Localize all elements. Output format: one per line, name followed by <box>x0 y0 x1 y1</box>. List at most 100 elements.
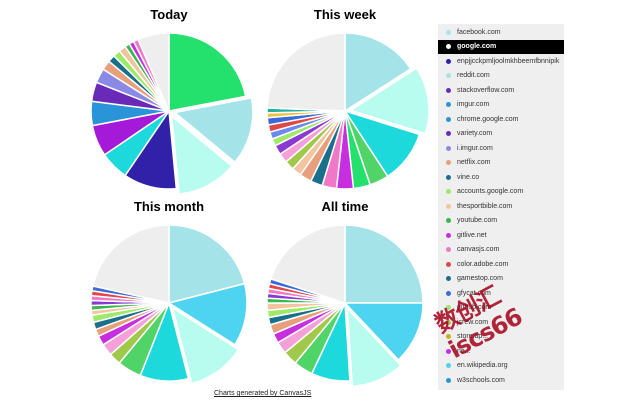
chart-this-week: This week <box>260 7 430 198</box>
legend-item[interactable]: facebook.com <box>438 25 564 40</box>
pie-slice[interactable] <box>91 224 170 304</box>
pie-slice[interactable] <box>266 32 346 112</box>
legend-item[interactable]: gamestop.com <box>438 272 564 287</box>
pie-slice[interactable] <box>349 67 430 135</box>
legend-color-dot <box>446 319 451 325</box>
legend-label: thesportbible.com <box>457 202 513 210</box>
legend-item[interactable]: chrome.google.com <box>438 112 564 127</box>
legend-label: netflix.com <box>457 159 491 167</box>
legend-item[interactable]: i.imgur.com <box>438 141 564 156</box>
legend-color-dot <box>446 102 451 108</box>
legend-color-dot <box>446 29 451 35</box>
legend-label: gamestop.com <box>457 275 503 283</box>
legend-label: youtube.com <box>457 217 498 225</box>
legend-color-dot <box>446 73 451 79</box>
legend-label: enpjjcckpmljoolmkhbeemfbnnipik <box>457 57 560 65</box>
legend-item[interactable]: imgur.com <box>438 98 564 113</box>
legend-color-dot <box>446 348 451 354</box>
pie-slice[interactable] <box>170 114 233 195</box>
legend-label: canvasjs.com <box>457 246 500 254</box>
pie-slice[interactable] <box>173 96 254 164</box>
pie-slice[interactable] <box>346 306 402 388</box>
legend-item[interactable]: gfycat.com <box>438 286 564 301</box>
pie-slice[interactable] <box>168 32 247 112</box>
legend-label: google.com <box>457 43 497 51</box>
chart-today: Today <box>84 7 254 198</box>
chart-title: Today <box>150 7 188 22</box>
legend-item[interactable]: store.ap... <box>438 330 564 345</box>
legend-item[interactable]: youtube.com <box>438 214 564 229</box>
legend-item[interactable]: enpjjcckpmljoolmkhbeemfbnnipik <box>438 54 564 69</box>
pie-slice[interactable] <box>171 306 240 385</box>
legend-label: jcrew.com <box>457 318 489 326</box>
legend-label: w3schools.com <box>457 376 505 384</box>
site-legend: facebook.com google.com enpjjcckpmljoolmkh… <box>438 24 564 390</box>
legend-label: imgur.com <box>457 101 490 109</box>
footer-credit-link[interactable]: Charts generated by CanvasJS <box>214 390 312 397</box>
pie-slice[interactable] <box>168 224 246 304</box>
pie-slice[interactable] <box>167 282 248 346</box>
legend-color-dot <box>446 218 451 224</box>
legend-color-dot <box>446 160 451 166</box>
legend-color-dot <box>446 116 451 122</box>
legend-item[interactable]: github.com <box>438 301 564 316</box>
legend-color-dot <box>446 232 451 238</box>
legend-label: gfycat.com <box>457 289 491 297</box>
legend-item[interactable]: ne... <box>438 344 564 359</box>
legend-color-dot <box>446 334 451 340</box>
legend-color-dot <box>446 131 451 137</box>
legend-color-dot <box>446 276 451 282</box>
chart-this-month: This month <box>84 199 254 390</box>
legend-item[interactable]: jcrew.com <box>438 315 564 330</box>
legend-label: gitlive.net <box>457 231 487 239</box>
legend-item[interactable]: google.com <box>438 39 564 54</box>
legend-label: accounts.google.com <box>457 188 524 196</box>
legend-item[interactable]: color.adobe.com <box>438 257 564 272</box>
legend-item[interactable]: canvasjs.com <box>438 243 564 258</box>
legend-label: store.ap... <box>457 333 489 341</box>
legend-color-dot <box>446 290 451 296</box>
legend-color-dot <box>446 261 451 267</box>
pie-chart <box>266 32 430 190</box>
legend-color-dot <box>446 247 451 253</box>
legend-item[interactable]: stackoverflow.com <box>438 83 564 98</box>
legend-color-dot <box>446 189 451 195</box>
pie-chart <box>90 224 248 385</box>
legend-color-dot <box>446 377 451 383</box>
chart-title: All time <box>321 199 369 214</box>
legend-label: chrome.google.com <box>457 115 519 123</box>
legend-label: variety.com <box>457 130 493 138</box>
legend-color-dot <box>446 87 451 93</box>
legend-item[interactable]: accounts.google.com <box>438 185 564 200</box>
legend-color-dot <box>446 363 451 369</box>
legend-color-dot <box>446 44 451 50</box>
legend-label: vine.co <box>457 173 480 181</box>
legend-item[interactable]: netflix.com <box>438 156 564 171</box>
pie-chart <box>266 224 424 388</box>
pie-slice[interactable] <box>269 224 346 305</box>
legend-item[interactable]: en.wikipedia.org <box>438 359 564 374</box>
legend-label: facebook.com <box>457 28 501 36</box>
legend-color-dot <box>446 58 451 64</box>
pie-slice[interactable] <box>137 32 170 112</box>
pie-chart <box>90 32 254 195</box>
legend-label: i.imgur.com <box>457 144 493 152</box>
legend-item[interactable]: gitlive.net <box>438 228 564 243</box>
legend-label: reddit.com <box>457 72 490 80</box>
legend-item[interactable]: vine.co <box>438 170 564 185</box>
legend-color-dot <box>446 145 451 151</box>
pie-slice[interactable] <box>343 302 424 361</box>
legend-label: ne... <box>457 347 471 355</box>
legend-label: stackoverflow.com <box>457 86 515 94</box>
legend-item[interactable]: variety.com <box>438 127 564 142</box>
pie-slice[interactable] <box>344 224 424 304</box>
legend-item[interactable]: reddit.com <box>438 69 564 84</box>
pie-slice[interactable] <box>344 32 412 113</box>
legend-color-dot <box>446 203 451 209</box>
legend-label: github.com <box>457 304 492 312</box>
legend-item[interactable]: w3schools.com <box>438 373 564 388</box>
legend-label: color.adobe.com <box>457 260 509 268</box>
chart-title: This month <box>133 199 205 214</box>
chart-all-time: All time <box>260 199 430 390</box>
legend-item[interactable]: thesportbible.com <box>438 199 564 214</box>
